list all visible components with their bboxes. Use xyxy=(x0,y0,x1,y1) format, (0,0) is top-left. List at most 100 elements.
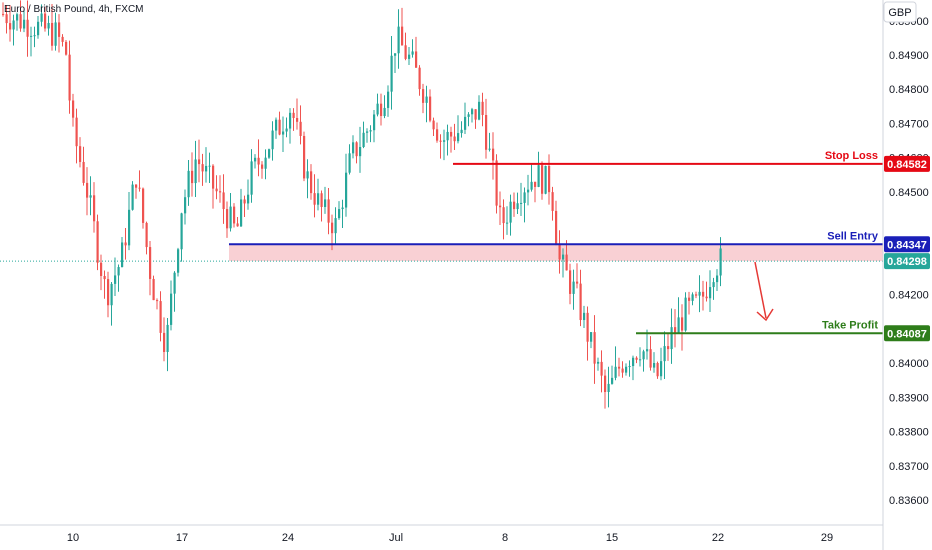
candle xyxy=(502,199,505,240)
candle xyxy=(429,89,432,123)
candle xyxy=(390,36,393,110)
candle xyxy=(327,187,330,235)
take-profit-price-tag: 0.84087 xyxy=(884,325,930,342)
down-arrow-icon xyxy=(754,261,774,322)
candle xyxy=(457,115,460,144)
candle xyxy=(471,107,474,123)
candle xyxy=(401,7,404,46)
candle xyxy=(681,304,684,351)
candle xyxy=(149,240,152,296)
svg-text:0.84347: 0.84347 xyxy=(887,239,927,251)
price-tick-label: 0.84800 xyxy=(889,84,929,96)
candle xyxy=(625,363,628,376)
candle xyxy=(499,191,502,226)
candle xyxy=(23,9,26,33)
candle xyxy=(352,135,355,159)
candle xyxy=(194,140,197,198)
candle xyxy=(170,280,173,331)
candle xyxy=(485,98,488,159)
candle xyxy=(551,186,554,221)
candle xyxy=(110,282,113,326)
candle xyxy=(26,0,29,57)
candle xyxy=(240,188,243,228)
candle xyxy=(359,126,362,173)
candle xyxy=(366,128,369,143)
candle xyxy=(712,277,715,300)
candle xyxy=(306,159,309,199)
candle xyxy=(576,263,579,289)
candle xyxy=(460,121,463,138)
candle xyxy=(527,174,530,206)
candle xyxy=(275,117,278,139)
candle xyxy=(117,264,120,292)
candle xyxy=(142,187,145,229)
currency-button[interactable]: GBP xyxy=(883,1,917,23)
candle xyxy=(177,247,180,277)
candle xyxy=(278,111,281,136)
candle xyxy=(660,347,663,381)
candle xyxy=(19,0,22,32)
candle xyxy=(236,216,239,227)
candle xyxy=(93,182,96,233)
candle xyxy=(670,308,673,364)
candle xyxy=(124,227,127,260)
candle xyxy=(173,271,176,312)
candle xyxy=(586,306,589,361)
candle xyxy=(233,203,236,228)
candle xyxy=(373,110,376,143)
candle xyxy=(534,181,537,203)
candle xyxy=(89,176,92,216)
candle xyxy=(345,153,348,217)
candle xyxy=(439,134,442,159)
candle xyxy=(166,317,169,372)
candle xyxy=(75,108,78,164)
candle xyxy=(621,361,624,378)
candle xyxy=(698,275,701,313)
candle xyxy=(583,305,586,328)
sell-entry-label: Sell Entry xyxy=(827,230,879,242)
candle xyxy=(30,26,33,57)
candle xyxy=(677,297,680,333)
candle xyxy=(450,126,453,153)
candle xyxy=(187,160,190,206)
candle xyxy=(355,141,358,164)
svg-text:0.84582: 0.84582 xyxy=(887,159,927,171)
candle xyxy=(635,356,638,364)
candle xyxy=(555,200,558,246)
price-tick-label: 0.83700 xyxy=(889,461,929,473)
candle xyxy=(51,3,54,51)
candle xyxy=(254,154,257,169)
candle xyxy=(163,317,166,362)
candle xyxy=(61,34,64,47)
candle xyxy=(509,194,512,236)
candle xyxy=(114,257,117,296)
time-tick-label: 22 xyxy=(712,532,724,544)
price-tick-label: 0.83900 xyxy=(889,392,929,404)
candle xyxy=(271,121,274,161)
candle xyxy=(481,92,484,127)
stop-loss-label: Stop Loss xyxy=(825,150,878,162)
time-tick-label: 24 xyxy=(282,532,294,544)
candle xyxy=(37,16,40,39)
time-tick-label: Jul xyxy=(389,532,403,544)
candle xyxy=(411,39,414,58)
candle xyxy=(597,357,600,371)
candle xyxy=(684,292,687,332)
candle xyxy=(516,192,519,214)
candle xyxy=(614,346,617,381)
candle xyxy=(215,175,218,200)
candle xyxy=(387,85,390,117)
candle xyxy=(537,151,540,188)
price-tick-label: 0.84700 xyxy=(889,118,929,130)
chart-title: Euro / British Pound, 4h, FXCM xyxy=(4,4,144,15)
candle xyxy=(380,93,383,126)
candle xyxy=(408,47,411,66)
candle xyxy=(107,271,110,318)
candle xyxy=(464,102,467,134)
candle xyxy=(467,112,470,127)
candle xyxy=(453,123,456,151)
candle xyxy=(590,332,593,349)
svg-text:GBP: GBP xyxy=(888,7,911,19)
candle xyxy=(702,280,705,311)
